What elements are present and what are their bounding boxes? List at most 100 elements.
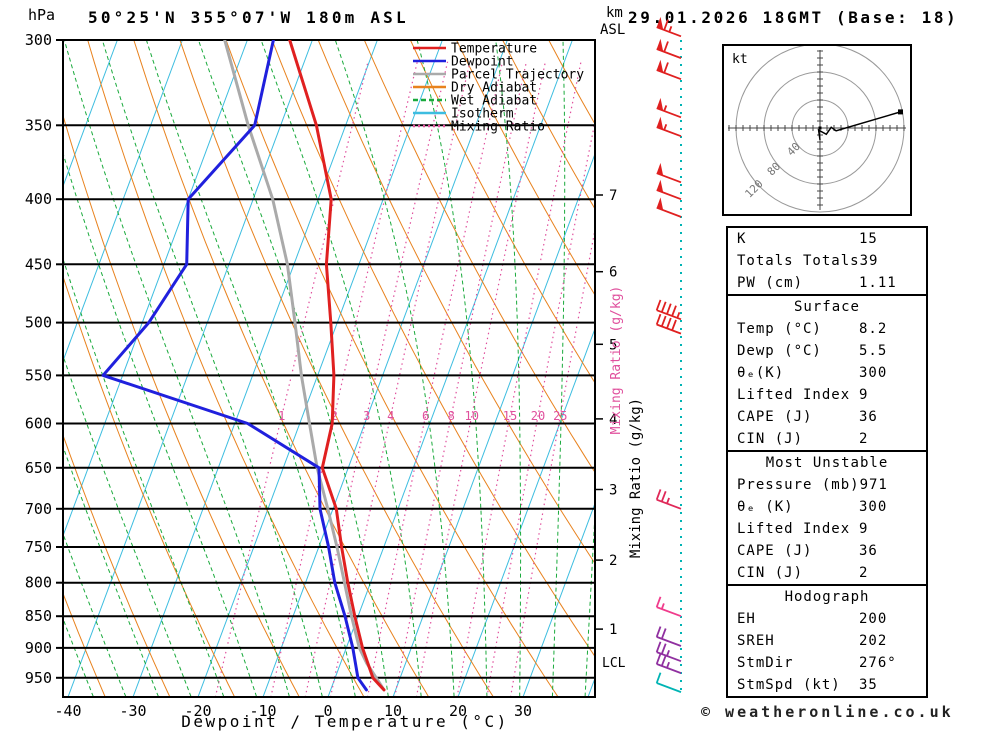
isotherm-line (457, 327, 595, 697)
parameter-row: CIN (J) 2 (728, 428, 926, 450)
mixing-ratio-value-label: 8 (448, 409, 455, 423)
dry-adiabat-line (133, 40, 430, 697)
parameter-value: 36 (859, 543, 878, 559)
mixing-ratio-value-label: 4 (387, 409, 394, 423)
parameter-row: Lifted Index 9 (728, 384, 926, 406)
parameter-table: K 15 Totals Totals 39 PW (cm) 1.11 Surface Temp… (726, 226, 928, 698)
dry-adiabat-line (179, 40, 494, 697)
dry-adiabat-line (409, 40, 595, 384)
pressure-axis-unit: hPa (28, 6, 56, 24)
parameter-value: 202 (859, 633, 888, 649)
parameter-value: 276° (859, 655, 897, 671)
wind-barb (656, 38, 682, 59)
pressure-tick-label: 600 (25, 415, 52, 433)
temperature-tick-label: 0 (323, 702, 332, 720)
wet-adiabat-line (145, 40, 356, 697)
parameter-row: CAPE (J) 36 (728, 406, 926, 428)
isotherm-line (392, 152, 595, 697)
wet-adiabat-line (63, 40, 290, 697)
mixing-ratio-line (415, 61, 546, 697)
pressure-tick-label: 650 (25, 459, 52, 477)
mixing-ratio-axis-label: Mixing Ratio (g/kg) (628, 398, 644, 558)
parameter-label: CIN (J) (737, 431, 804, 447)
parameter-row: Dewp (°C) 5.5 (728, 340, 926, 362)
mixing-ratio-value-label: 6 (422, 409, 429, 423)
wind-barb (655, 489, 682, 510)
mixing-ratio-line (456, 61, 582, 697)
wind-barb (655, 653, 682, 674)
dry-adiabat-line (502, 40, 595, 210)
dry-adiabat-line (317, 40, 595, 565)
parameter-row: Pressure (mb) 971 (728, 474, 926, 496)
pressure-tick-label: 850 (25, 607, 52, 625)
hodograph-ring-label: 80 (765, 160, 784, 179)
dry-adiabat-line (63, 113, 300, 697)
hodograph-trace-end (898, 109, 903, 115)
isotherm-line (63, 40, 248, 538)
parameter-label: Temp (°C) (737, 321, 822, 337)
temperature-tick-label: -20 (184, 702, 211, 720)
parameter-section: Hodograph EH 200 SREH 202 StmDir 276° StmSpd (k… (726, 584, 928, 698)
lcl-label: LCL (602, 656, 626, 671)
mixing-ratio-axis-label-pink: Mixing Ratio (g/kg) (609, 286, 624, 435)
parameter-row: θₑ(K) 300 (728, 362, 926, 384)
wet-adiabat-line (260, 40, 422, 697)
pressure-tick-label: 450 (25, 255, 52, 273)
wind-barb (656, 59, 682, 81)
parameter-value: 1.11 (859, 275, 897, 291)
legend-label: Mixing Ratio (451, 120, 545, 135)
legend-label: Dewpoint (451, 55, 514, 70)
parameter-label: SREH (737, 633, 775, 649)
parameter-row: θₑ (K) 300 (728, 496, 926, 518)
wet-adiabat-line (551, 40, 566, 697)
parameter-value: 300 (859, 365, 888, 381)
mixing-ratio-value-label: 15 (503, 409, 517, 423)
parameter-label: Lifted Index (737, 521, 851, 537)
parameter-section-header: Most Unstable (765, 455, 889, 471)
legend-label: Parcel Trajectory (451, 68, 584, 83)
wind-barb (655, 313, 682, 335)
parameter-row: StmSpd (kt) 35 (728, 674, 926, 696)
pressure-tick-label: 300 (25, 31, 52, 49)
pressure-tick-label: 950 (25, 669, 52, 687)
dry-adiabat-line (63, 274, 236, 697)
isotherm-line (67, 40, 313, 697)
dry-adiabat-line (641, 40, 700, 697)
parameter-label: CIN (J) (737, 565, 804, 581)
temperature-tick-label: -10 (249, 702, 276, 720)
hodograph-ring-label: 40 (784, 140, 803, 159)
pressure-tick-label: 550 (25, 366, 52, 384)
credit: © weatheronline.co.uk (701, 703, 954, 721)
mixing-ratio-line (486, 118, 595, 697)
parameter-row: EH 200 (728, 608, 926, 630)
wind-barb (655, 596, 682, 618)
wet-adiabat-line (198, 40, 389, 697)
parameter-row: PW (cm) 1.11 (728, 272, 926, 294)
x-axis-title: Dewpoint / Temperature (°C) (181, 712, 509, 731)
parameter-section: Most Unstable Pressure (mb) 971 θₑ (K) 300 Li… (726, 450, 928, 586)
wind-barb (655, 299, 682, 321)
mixing-ratio-value-label: 1 (278, 409, 285, 423)
parameter-label: StmSpd (kt) (737, 677, 841, 693)
wet-adiabat-line (334, 40, 455, 697)
skewt-svg: 3003504004505005506006507007508008509009… (25, 16, 700, 731)
isotherm-line (587, 676, 595, 697)
parameter-row: StmDir 276° (728, 652, 926, 674)
hodograph-origin (818, 126, 822, 130)
mixing-ratio-line (366, 61, 504, 697)
km-tick-label: 7 (609, 188, 617, 204)
parameter-row: CIN (J) 2 (728, 562, 926, 584)
wind-barb (656, 197, 682, 218)
legend-label: Dry Adiabat (451, 81, 537, 96)
parameter-section-header: Hodograph (784, 589, 870, 605)
pressure-tick-label: 800 (25, 574, 52, 592)
pressure-tick-label: 700 (25, 500, 52, 518)
mixing-ratio-line (304, 61, 449, 697)
km-tick-label: 6 (609, 265, 617, 281)
km-tick-label: 4 (609, 412, 617, 428)
isotherm-line (262, 40, 508, 697)
temperature-tick-label: 10 (384, 702, 402, 720)
km-tick-label: 1 (609, 622, 617, 638)
parameter-row: SREH 202 (728, 630, 926, 652)
